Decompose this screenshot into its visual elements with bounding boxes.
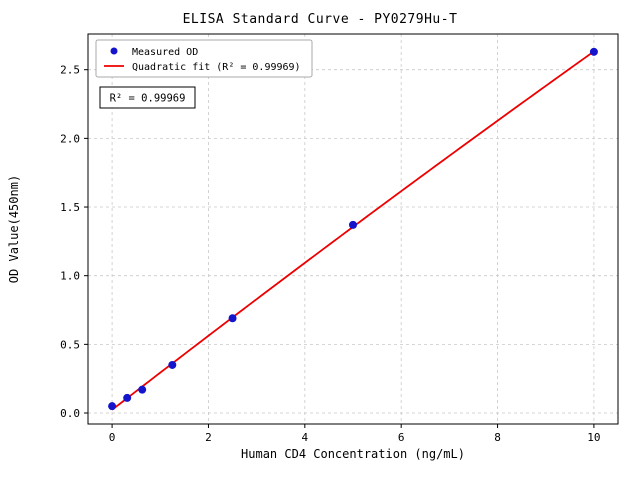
x-tick-label: 6 <box>398 431 405 444</box>
chart-title: ELISA Standard Curve - PY0279Hu-T <box>182 12 458 27</box>
legend-label-measured-od: Measured OD <box>132 47 198 58</box>
y-tick-label: 1.5 <box>60 201 80 214</box>
series-measured-od <box>108 47 598 411</box>
data-point <box>168 360 177 369</box>
y-tick-label: 2.0 <box>60 132 80 145</box>
legend-marker-measured-od <box>110 47 118 55</box>
y-tick-label: 0.0 <box>60 407 80 420</box>
data-point <box>589 47 598 56</box>
axis-ticks <box>84 69 595 428</box>
x-tick-label: 8 <box>494 431 501 444</box>
x-axis-label: Human CD4 Concentration (ng/mL) <box>241 447 465 461</box>
annotation-text: R² = 0.99969 <box>110 93 186 105</box>
legend: Measured OD Quadratic fit (R² = 0.99969) <box>95 39 313 78</box>
y-tick-label: 0.5 <box>60 338 80 351</box>
data-point <box>108 402 117 411</box>
x-tick-label: 2 <box>205 431 212 444</box>
legend-box <box>95 39 313 78</box>
grid <box>88 34 618 424</box>
legend-label-quadratic-fit: Quadratic fit (R² = 0.99969) <box>132 62 301 73</box>
x-tick-label: 10 <box>587 431 600 444</box>
annotation-r-squared: R² = 0.99969 <box>99 86 196 109</box>
y-tick-label: 2.5 <box>60 64 80 77</box>
data-point <box>138 385 147 394</box>
x-tick-label: 4 <box>302 431 309 444</box>
data-point <box>349 220 357 229</box>
y-axis-label: OD Value(450nm) <box>7 175 21 283</box>
x-tick-label: 0 <box>109 431 116 444</box>
data-point <box>228 314 237 323</box>
plot-border <box>87 33 619 425</box>
data-point <box>123 393 132 402</box>
y-tick-label: 1.0 <box>60 270 80 283</box>
tick-labels: 0 2 4 6 8 10 0.0 0.5 1.0 1.5 2.0 2.5 <box>60 64 600 444</box>
annotation-box <box>99 86 196 109</box>
